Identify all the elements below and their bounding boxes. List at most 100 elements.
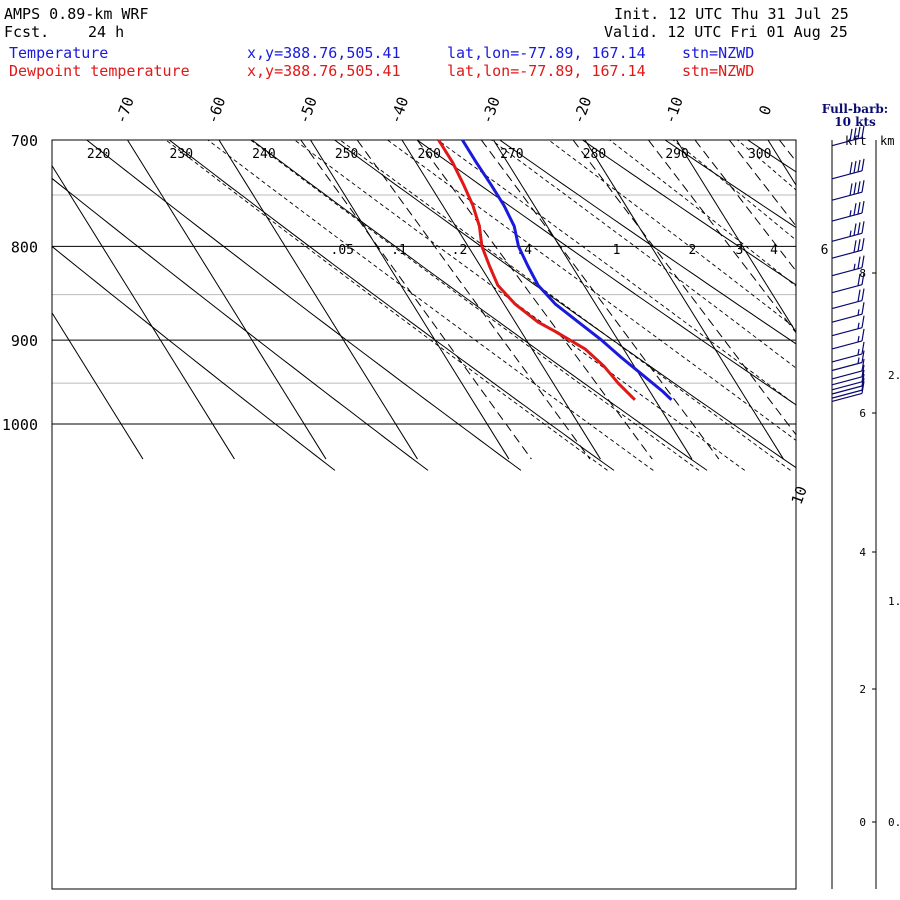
dry-adiabat bbox=[717, 0, 900, 470]
isotherm-line bbox=[0, 140, 51, 459]
wind-barb bbox=[831, 272, 865, 294]
isotherm-line bbox=[310, 140, 510, 460]
barb-flag bbox=[861, 358, 865, 372]
wind-barb bbox=[831, 255, 865, 277]
mixing-ratio-label: 6 bbox=[821, 243, 829, 258]
mixing-ratio-label: .1 bbox=[391, 243, 407, 258]
dry-adiabat bbox=[333, 140, 796, 469]
theta-label: 300 bbox=[748, 147, 771, 162]
barb-flag bbox=[853, 203, 857, 216]
barb-flag bbox=[861, 221, 865, 234]
barb-staff bbox=[831, 267, 863, 277]
moist-adiabat bbox=[547, 140, 796, 330]
moist-adiabat bbox=[249, 140, 700, 471]
barb-flag bbox=[849, 183, 853, 196]
legend-dewpoint-name: Dewpoint temperature bbox=[9, 62, 190, 80]
temperature-tick-label: 0 bbox=[755, 103, 775, 118]
mixing-ratio-label: .2 bbox=[452, 243, 468, 258]
legend-temperature-latlon: lat,lon=-77.89, 167.14 bbox=[447, 44, 646, 62]
legend-temperature-xy: x,y=388.76,505.41 bbox=[247, 44, 401, 62]
plot-frame bbox=[51, 139, 797, 890]
kft-tick-label: 2 bbox=[859, 683, 866, 696]
wind-barb bbox=[831, 369, 865, 391]
isotherm-line bbox=[52, 164, 235, 460]
dry-adiabat bbox=[168, 140, 615, 471]
barb-flag bbox=[861, 272, 865, 285]
barb-flag bbox=[857, 181, 861, 194]
mixing-ratio-line bbox=[300, 140, 532, 460]
barb-flag bbox=[857, 126, 861, 139]
mixing-ratio-line bbox=[779, 140, 796, 163]
barb-flag bbox=[861, 200, 865, 214]
temperature-tick-label: -30 bbox=[478, 94, 504, 126]
wind-barb bbox=[831, 158, 865, 180]
barb-staff bbox=[831, 392, 863, 402]
valid-time: Valid. 12 UTC Fri 01 Aug 25 bbox=[604, 23, 848, 41]
barb-flag bbox=[857, 273, 861, 286]
temperature-tick-label: 10 bbox=[788, 484, 811, 507]
barb-staff bbox=[831, 353, 863, 363]
guide-lines bbox=[0, 0, 900, 471]
barb-flag bbox=[861, 364, 865, 377]
wind-barb bbox=[831, 125, 865, 147]
mixing-ratio-line bbox=[648, 140, 796, 334]
isotherm-line bbox=[127, 140, 327, 460]
barb-flag bbox=[861, 158, 865, 171]
barb-flag bbox=[861, 255, 865, 268]
wind-key-line1: Full-barb: bbox=[822, 102, 888, 116]
barb-staff bbox=[831, 370, 863, 380]
isotherm-line bbox=[401, 140, 601, 460]
barb-flag bbox=[857, 256, 861, 269]
wind-barb bbox=[831, 350, 865, 372]
theta-label: 230 bbox=[170, 147, 193, 162]
barb-staff bbox=[831, 361, 863, 372]
barb-flag bbox=[861, 288, 865, 301]
wind-barb bbox=[831, 302, 865, 323]
mixing-ratio-line bbox=[480, 140, 720, 460]
profile-series bbox=[437, 139, 673, 401]
temperature-tick-label: -20 bbox=[569, 94, 595, 126]
kft-tick-label: 0 bbox=[859, 816, 866, 829]
isotherm-line bbox=[52, 311, 144, 460]
temperature-tick-label: -50 bbox=[295, 94, 321, 126]
barb-flag bbox=[853, 182, 857, 195]
theta-label: 270 bbox=[500, 147, 523, 162]
mixing-ratio-line bbox=[572, 140, 796, 436]
dry-adiabat bbox=[562, 0, 900, 470]
moist-adiabat bbox=[736, 140, 796, 191]
moist-adiabat bbox=[207, 140, 654, 471]
barb-flag bbox=[857, 239, 861, 252]
km-tick-label: 2. bbox=[888, 369, 900, 382]
temperature-tick-label: -70 bbox=[112, 94, 138, 126]
dry-adiabat bbox=[52, 177, 429, 471]
moist-adiabat bbox=[672, 0, 900, 470]
barb-half bbox=[849, 210, 852, 217]
init-time: Init. 12 UTC Thu 31 Jul 25 bbox=[614, 5, 849, 23]
pressure-tick-label: 900 bbox=[11, 332, 38, 350]
isotherm-line bbox=[584, 140, 784, 460]
barb-half bbox=[857, 357, 860, 364]
temperature-tick-label: -40 bbox=[386, 94, 412, 126]
wind-key-line2: 10 kts bbox=[834, 115, 876, 129]
barb-staff bbox=[831, 170, 863, 180]
barb-flag bbox=[861, 381, 865, 394]
temperature-tick-label: -60 bbox=[203, 94, 229, 126]
mixing-ratio-label: .05 bbox=[331, 243, 354, 258]
km-tick-label: 1. bbox=[888, 595, 900, 608]
wind-barb bbox=[831, 381, 865, 402]
barb-staff bbox=[831, 299, 863, 310]
barb-staff bbox=[831, 385, 863, 395]
moist-adiabat bbox=[608, 140, 796, 287]
pressure-tick-label: 1000 bbox=[2, 416, 38, 434]
moist-adiabat bbox=[339, 140, 791, 471]
km-tick-label: 0. bbox=[888, 816, 900, 829]
barb-flag bbox=[861, 373, 865, 387]
barb-flag bbox=[861, 369, 865, 382]
dry-adiabat bbox=[52, 245, 336, 471]
barb-staff bbox=[831, 191, 863, 201]
pressure-tick-label: 800 bbox=[11, 238, 38, 256]
barb-flag bbox=[861, 125, 865, 138]
barb-flag bbox=[861, 302, 865, 315]
barb-flag bbox=[857, 289, 861, 302]
barb-flag bbox=[857, 222, 861, 235]
